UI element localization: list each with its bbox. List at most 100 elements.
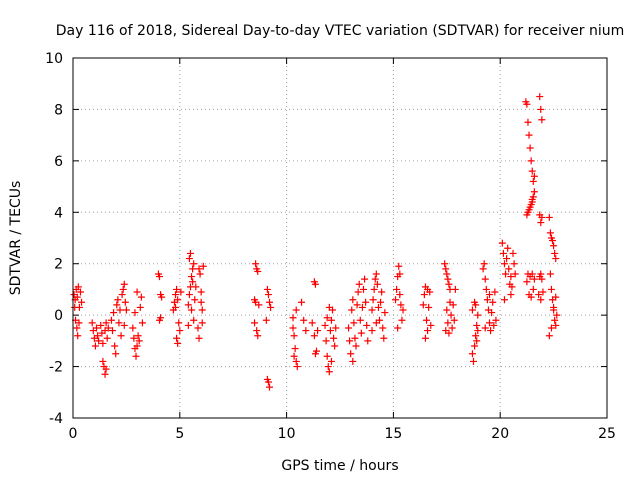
data-point bbox=[322, 337, 330, 345]
data-point bbox=[507, 291, 515, 299]
data-point bbox=[535, 291, 543, 299]
data-point bbox=[99, 339, 107, 347]
data-point bbox=[321, 321, 329, 329]
data-point bbox=[424, 285, 432, 293]
data-point bbox=[427, 321, 435, 329]
data-point bbox=[358, 303, 366, 311]
data-point bbox=[121, 298, 129, 306]
data-point bbox=[192, 283, 200, 291]
data-point bbox=[185, 255, 193, 263]
y-axis-label: SDTVAR / TECUs bbox=[8, 181, 24, 296]
axes bbox=[72, 57, 608, 419]
data-point bbox=[118, 291, 126, 299]
data-point bbox=[444, 319, 452, 327]
data-point bbox=[76, 288, 84, 296]
data-point bbox=[326, 327, 334, 335]
data-point bbox=[378, 288, 386, 296]
data-point bbox=[136, 303, 144, 311]
data-point bbox=[442, 265, 450, 273]
data-point bbox=[263, 285, 271, 293]
data-point bbox=[373, 280, 381, 288]
data-point bbox=[359, 285, 367, 293]
data-point bbox=[104, 324, 112, 332]
data-point bbox=[368, 306, 376, 314]
data-point bbox=[372, 319, 380, 327]
data-point bbox=[489, 298, 497, 306]
data-point bbox=[116, 306, 124, 314]
x-tick-label: 5 bbox=[175, 426, 184, 442]
data-point bbox=[173, 334, 181, 342]
data-point bbox=[102, 365, 110, 373]
data-point bbox=[499, 249, 507, 257]
data-point bbox=[174, 339, 182, 347]
data-point bbox=[425, 303, 433, 311]
data-point bbox=[354, 288, 362, 296]
data-point bbox=[327, 316, 335, 324]
data-point bbox=[394, 324, 402, 332]
data-point bbox=[528, 167, 536, 175]
data-point bbox=[290, 332, 298, 340]
data-point bbox=[473, 321, 481, 329]
data-point bbox=[480, 260, 488, 268]
data-point bbox=[443, 270, 451, 278]
data-point bbox=[471, 342, 479, 350]
data-point bbox=[552, 321, 560, 329]
data-point bbox=[292, 306, 300, 314]
data-points bbox=[70, 93, 561, 391]
data-point bbox=[314, 327, 322, 335]
data-point bbox=[549, 237, 557, 245]
data-point bbox=[491, 288, 499, 296]
data-point bbox=[184, 301, 192, 309]
data-point bbox=[289, 324, 297, 332]
tick-labels: 0 5 10 15 20 25 -4 -2 0 2 4 6 8 10 bbox=[45, 51, 616, 442]
data-point bbox=[71, 303, 79, 311]
data-point bbox=[539, 288, 547, 296]
data-point bbox=[311, 350, 319, 358]
data-point bbox=[529, 285, 537, 293]
data-point bbox=[530, 188, 538, 196]
data-point bbox=[381, 309, 389, 317]
data-point bbox=[351, 334, 359, 342]
x-tick-label: 10 bbox=[278, 426, 296, 442]
data-point bbox=[502, 270, 510, 278]
data-point bbox=[175, 319, 183, 327]
data-point bbox=[137, 293, 145, 301]
data-point bbox=[530, 275, 538, 283]
data-point bbox=[524, 118, 532, 126]
data-point bbox=[113, 301, 121, 309]
data-point bbox=[510, 260, 518, 268]
data-point bbox=[550, 242, 558, 250]
data-point bbox=[102, 319, 110, 327]
data-point bbox=[130, 334, 138, 342]
data-point bbox=[120, 321, 128, 329]
data-point bbox=[538, 275, 546, 283]
data-point bbox=[546, 229, 554, 237]
data-point bbox=[95, 337, 103, 345]
data-point bbox=[255, 301, 263, 309]
y-tick-label: 6 bbox=[54, 154, 63, 170]
data-point bbox=[110, 309, 118, 317]
y-tick-label: -2 bbox=[49, 360, 63, 376]
data-point bbox=[545, 213, 553, 221]
data-point bbox=[120, 280, 128, 288]
data-point bbox=[474, 327, 482, 335]
data-point bbox=[552, 255, 560, 263]
data-point bbox=[473, 337, 481, 345]
data-point bbox=[442, 327, 450, 335]
data-point bbox=[481, 324, 489, 332]
data-point bbox=[353, 301, 361, 309]
data-point bbox=[553, 311, 561, 319]
data-point bbox=[156, 273, 164, 281]
data-point bbox=[396, 291, 404, 299]
data-point bbox=[298, 298, 306, 306]
data-point bbox=[529, 177, 537, 185]
data-point bbox=[197, 288, 205, 296]
data-point bbox=[190, 316, 198, 324]
data-point bbox=[92, 324, 100, 332]
data-point bbox=[348, 306, 356, 314]
data-point bbox=[547, 285, 555, 293]
data-point bbox=[172, 303, 180, 311]
data-point bbox=[254, 267, 262, 275]
y-tick-label: 10 bbox=[45, 51, 63, 67]
